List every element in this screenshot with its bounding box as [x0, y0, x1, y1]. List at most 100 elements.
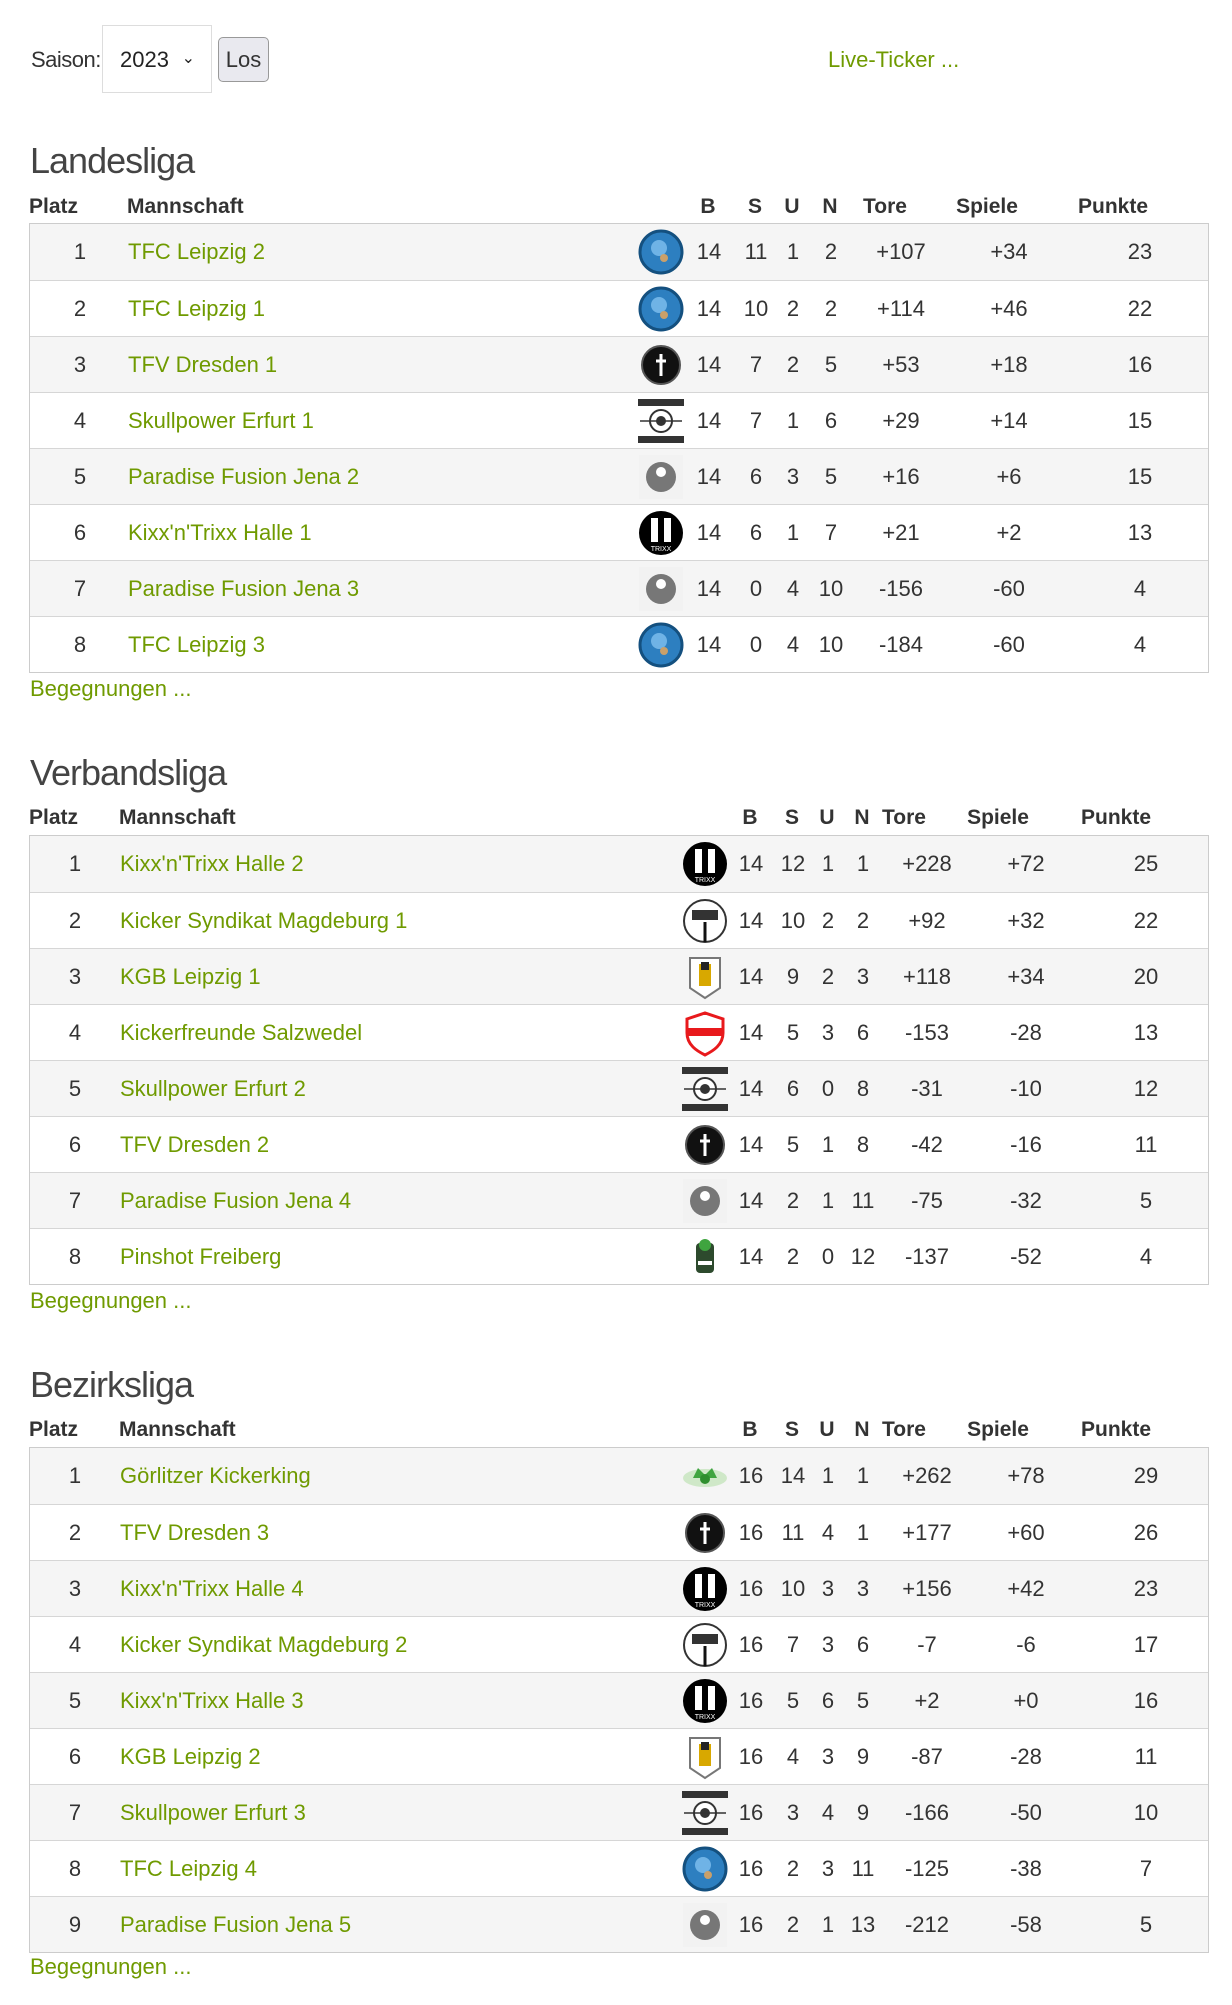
rank: 8: [68, 1244, 82, 1269]
wins: 4: [786, 1744, 800, 1769]
team-link[interactable]: Skullpower Erfurt 2: [120, 1076, 306, 1101]
points: 11: [1134, 1744, 1158, 1769]
begegnungen-link[interactable]: Begegnungen ...: [30, 676, 192, 701]
team-link[interactable]: Görlitzer Kickerking: [120, 1463, 311, 1488]
draws: 1: [821, 1132, 835, 1157]
wins: 5: [786, 1132, 800, 1157]
goal-diff: -153: [904, 1020, 950, 1045]
losses: 2: [824, 239, 838, 264]
team-logo-icon: [638, 229, 684, 275]
season-select[interactable]: 2023 ⌄: [102, 25, 212, 93]
points: 7: [1139, 1856, 1153, 1881]
team-link[interactable]: Skullpower Erfurt 3: [120, 1800, 306, 1825]
col-u: U: [819, 1418, 835, 1441]
team-link[interactable]: Kickerfreunde Salzwedel: [120, 1020, 363, 1045]
col-u: U: [819, 806, 835, 829]
team-logo-icon: [638, 622, 684, 668]
table-row: 5 Skullpower Erfurt 2 14 6 0 8 -31 -10 1…: [30, 1060, 1208, 1116]
rank: 2: [68, 908, 82, 933]
draws: 2: [786, 296, 800, 321]
team-link[interactable]: Paradise Fusion Jena 3: [128, 576, 360, 601]
table-row: 1 TFC Leipzig 2 14 11 1 2 +107 +34 23: [30, 224, 1208, 280]
draws: 3: [821, 1632, 835, 1657]
draws: 4: [821, 1800, 835, 1825]
game-diff: +72: [1007, 851, 1045, 876]
points: 10: [1133, 1800, 1159, 1825]
live-ticker-link[interactable]: Live-Ticker ...: [828, 47, 960, 72]
go-button[interactable]: Los: [218, 37, 269, 82]
team-link[interactable]: Kixx'n'Trixx Halle 4: [120, 1576, 304, 1601]
wins: 3: [786, 1800, 800, 1825]
goal-diff: -137: [904, 1244, 950, 1269]
begegnungen-link[interactable]: Begegnungen ...: [30, 1288, 192, 1313]
col-mannschaft: Mannschaft: [119, 806, 236, 829]
team-link[interactable]: Kixx'n'Trixx Halle 1: [128, 520, 312, 545]
team-link[interactable]: TFV Dresden 2: [120, 1132, 270, 1157]
table-row: 7 Paradise Fusion Jena 4 14 2 1 11 -75 -…: [30, 1172, 1208, 1228]
team-link[interactable]: Kixx'n'Trixx Halle 3: [120, 1688, 304, 1713]
games: 14: [696, 239, 722, 264]
season-value: 2023: [120, 47, 169, 72]
begegnungen-link[interactable]: Begegnungen ...: [30, 1954, 192, 1979]
rank: 3: [68, 1576, 82, 1601]
team-link[interactable]: Skullpower Erfurt 1: [128, 408, 314, 433]
losses: 8: [856, 1076, 870, 1101]
team-link[interactable]: Kicker Syndikat Magdeburg 1: [120, 908, 408, 933]
wins: 11: [744, 239, 768, 264]
team-link[interactable]: TFC Leipzig 1: [128, 296, 265, 321]
col-n: N: [854, 1418, 870, 1441]
rank: 2: [73, 296, 87, 321]
game-diff: -38: [1010, 1856, 1042, 1881]
col-platz: Platz: [29, 195, 79, 218]
goal-diff: +262: [902, 1463, 952, 1488]
game-diff: -28: [1010, 1744, 1042, 1769]
team-logo-icon: [683, 1179, 727, 1223]
col-s: S: [784, 806, 800, 829]
games: 14: [696, 520, 722, 545]
games: 14: [738, 1132, 764, 1157]
team-link[interactable]: TFV Dresden 1: [128, 352, 278, 377]
points: 13: [1133, 1020, 1159, 1045]
svg-text:TRIXX: TRIXX: [651, 546, 672, 553]
losses: 12: [850, 1244, 876, 1269]
team-link[interactable]: Paradise Fusion Jena 5: [120, 1912, 352, 1937]
goal-diff: +107: [876, 239, 926, 264]
draws: 4: [786, 632, 800, 657]
team-link[interactable]: Kicker Syndikat Magdeburg 2: [120, 1632, 408, 1657]
game-diff: +60: [1007, 1520, 1045, 1545]
draws: 2: [821, 964, 835, 989]
draws: 3: [821, 1576, 835, 1601]
team-logo-icon: [685, 1011, 725, 1057]
col-mannschaft: Mannschaft: [119, 1418, 236, 1441]
team-link[interactable]: Kixx'n'Trixx Halle 2: [120, 851, 304, 876]
wins: 0: [749, 576, 763, 601]
col-n: N: [822, 195, 838, 218]
game-diff: +6: [996, 464, 1022, 489]
wins: 11: [781, 1520, 805, 1545]
rank: 7: [68, 1188, 82, 1213]
goal-diff: +21: [882, 520, 920, 545]
goal-diff: -166: [904, 1800, 950, 1825]
col-spiele: Spiele: [967, 806, 1029, 829]
team-link[interactable]: TFV Dresden 3: [120, 1520, 270, 1545]
team-link[interactable]: KGB Leipzig 2: [120, 1744, 261, 1769]
points: 16: [1133, 1688, 1159, 1713]
losses: 9: [856, 1800, 870, 1825]
points: 13: [1127, 520, 1153, 545]
games: 14: [738, 1188, 764, 1213]
game-diff: -10: [1010, 1076, 1042, 1101]
team-link[interactable]: TFC Leipzig 3: [128, 632, 265, 657]
losses: 5: [824, 352, 838, 377]
team-link[interactable]: TFC Leipzig 2: [128, 239, 265, 264]
game-diff: +34: [1007, 964, 1045, 989]
team-link[interactable]: Pinshot Freiberg: [120, 1244, 282, 1269]
table-row: 8 TFC Leipzig 4 16 2 3 11 -125 -38 7: [30, 1840, 1208, 1896]
team-link[interactable]: Paradise Fusion Jena 4: [120, 1188, 352, 1213]
losses: 2: [856, 908, 870, 933]
standings-table: 1 TFC Leipzig 2 14 11 1 2 +107 +34 23 2 …: [29, 223, 1209, 673]
team-link[interactable]: KGB Leipzig 1: [120, 964, 261, 989]
team-link[interactable]: TFC Leipzig 4: [120, 1856, 257, 1881]
team-link[interactable]: Paradise Fusion Jena 2: [128, 464, 360, 489]
table-row: 2 Kicker Syndikat Magdeburg 1 14 10 2 2 …: [30, 892, 1208, 948]
losses: 2: [824, 296, 838, 321]
